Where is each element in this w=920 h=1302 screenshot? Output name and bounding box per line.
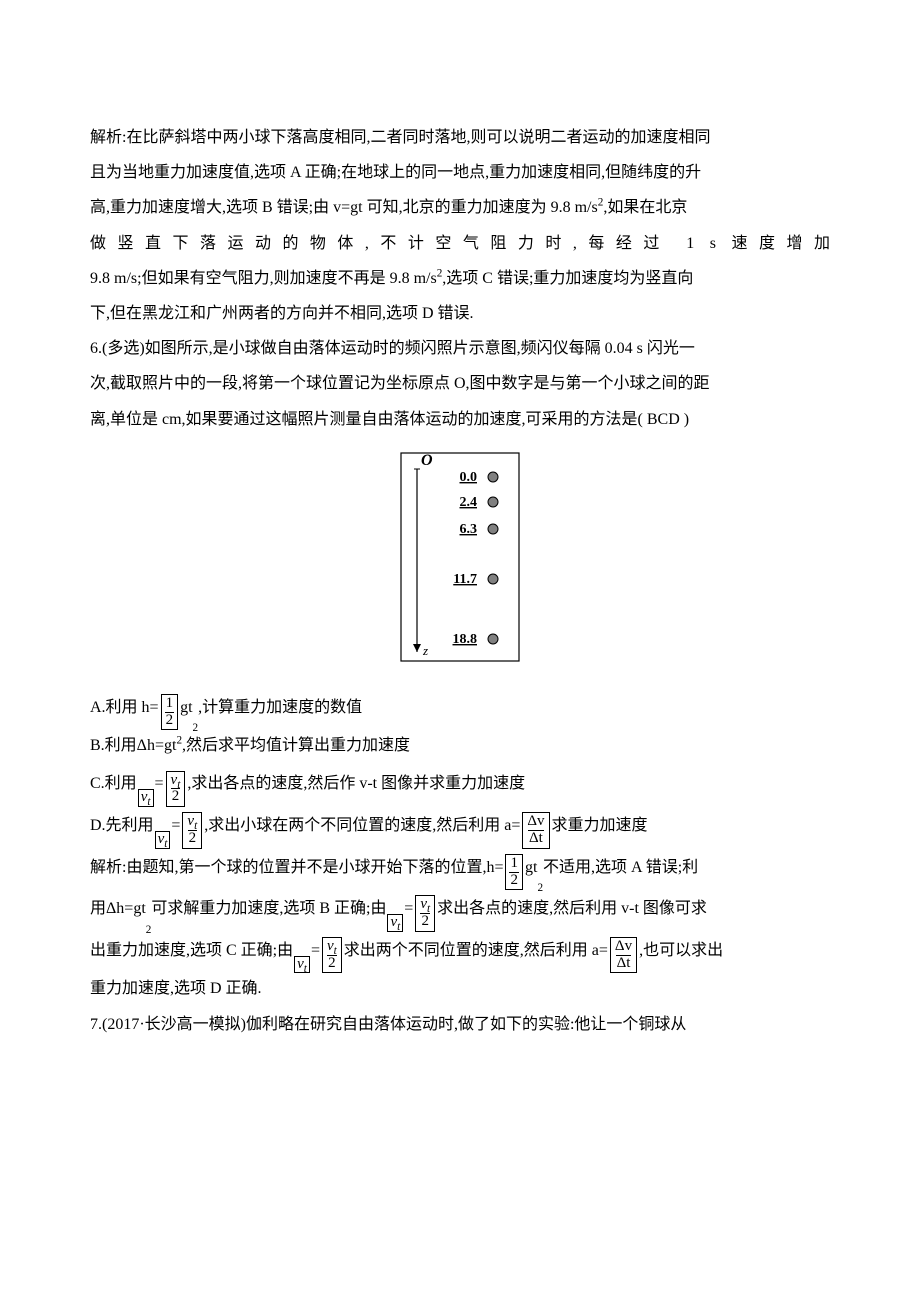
q5-explanation-l1: 解析:在比萨斜塔中两小球下落高度相同,二者同时落地,则可以说明二者运动的加速度相… [90, 120, 830, 155]
denominator: Δt [616, 955, 632, 972]
text: = [404, 888, 413, 930]
svg-text:18.8: 18.8 [453, 632, 478, 647]
symbol-vt: vt [387, 914, 403, 932]
page: 解析:在比萨斜塔中两小球下落高度相同,二者同时落地,则可以说明二者运动的加速度相… [0, 0, 920, 1122]
symbol-vt: vt [294, 956, 310, 974]
q6-diagram: Oz 0.0 2.4 6.3 11.7 18.8 [395, 447, 525, 667]
text: 高,重力加速度增大,选项 B 错误;由 v=gt 可知,北京的重力加速度为 9.… [90, 199, 598, 216]
numerator: Δv [614, 939, 633, 955]
denominator: 2 [188, 830, 198, 847]
numerator: 1 [509, 856, 519, 872]
text: 不适用,选项 A 错误;利 [543, 847, 698, 889]
text: ,也可以求出 [639, 930, 723, 972]
q5-explanation-l2: 且为当地重力加速度值,选项 A 正确;在地球上的同一地点,重力加速度相同,但随纬… [90, 155, 830, 190]
text: 求重力加速度 [552, 805, 648, 847]
q6-stem-l2: 次,截取照片中的一段,将第一个球位置记为坐标原点 O,图中数字是与第一个小球之间… [90, 366, 830, 401]
q6-explanation-l3: 出重力加速度,选项 C 正确;由 vt = vt 2 求出两个不同位置的速度,然… [90, 930, 830, 972]
text: ,计算重力加速度的数值 [198, 687, 362, 729]
fraction-dv-dt: Δv Δt [522, 812, 549, 849]
fraction-half: 1 2 [161, 694, 179, 731]
q6-diagram-container: Oz 0.0 2.4 6.3 11.7 18.8 [90, 447, 830, 667]
q7-stem-l1: 7.(2017·长沙高一模拟)伽利略在研究自由落体运动时,做了如下的实验:他让一… [90, 1007, 830, 1042]
q6-stem-l3: 离,单位是 cm,如果要通过这幅照片测量自由落体运动的加速度,可采用的方法是( … [90, 402, 830, 437]
denominator: 2 [509, 872, 519, 889]
svg-text:6.3: 6.3 [460, 522, 478, 537]
svg-text:O: O [421, 452, 433, 469]
text: 求出各点的速度,然后利用 v-t 图像可求 [437, 888, 707, 930]
numerator: vt [170, 773, 182, 789]
text: = [155, 763, 164, 805]
text: gt [525, 847, 537, 889]
q6-option-a: A.利用 h= 1 2 gt 2 ,计算重力加速度的数值 [90, 687, 830, 729]
fraction-vt-over-2: vt 2 [166, 771, 186, 808]
text: ,求出各点的速度,然后作 v-t 图像并求重力加速度 [187, 763, 525, 805]
q5-explanation-l6: 下,但在黑龙江和广州两者的方向并不相同,选项 D 错误. [90, 296, 830, 331]
q6-explanation-l4: 重力加速度,选项 D 正确. [90, 971, 830, 1006]
svg-text:2.4: 2.4 [460, 495, 478, 510]
text: ,求出小球在两个不同位置的速度,然后利用 a= [204, 805, 520, 847]
text: C.利用 [90, 763, 137, 805]
text: = [311, 930, 320, 972]
text: 求出两个不同位置的速度,然后利用 a= [344, 930, 608, 972]
fraction-vt-over-2: vt 2 [182, 812, 202, 849]
fraction-half: 1 2 [505, 854, 523, 891]
text: ,然后求平均值计算出重力加速度 [182, 737, 410, 754]
svg-text:0.0: 0.0 [460, 470, 478, 485]
numerator: vt [326, 939, 338, 955]
text: ,选项 C 错误;重力加速度均为竖直向 [442, 270, 693, 287]
text: = [171, 805, 180, 847]
q6-option-b: B.利用Δh=gt2,然后求平均值计算出重力加速度 [90, 728, 830, 763]
denominator: 2 [171, 788, 181, 805]
q6-option-d: D.先利用 vt = vt 2 ,求出小球在两个不同位置的速度,然后利用 a= … [90, 805, 830, 847]
svg-text:z: z [422, 643, 428, 658]
denominator: 2 [165, 712, 175, 729]
text: 可求解重力加速度,选项 B 正确;由 [151, 888, 386, 930]
text: 出重力加速度,选项 C 正确;由 [90, 930, 293, 972]
text: A.利用 h= [90, 687, 159, 729]
symbol-vt: vt [155, 831, 171, 849]
numerator: 1 [165, 696, 175, 712]
text: gt [180, 687, 192, 729]
fraction-vt-over-2: vt 2 [415, 895, 435, 932]
text: 用Δh=gt [90, 888, 146, 930]
q6-stem-l1: 6.(多选)如图所示,是小球做自由落体运动时的频闪照片示意图,频闪仪每隔 0.0… [90, 331, 830, 366]
denominator: 2 [327, 955, 337, 972]
text: ,如果在北京 [603, 199, 687, 216]
text: 解析:由题知,第一个球的位置并不是小球开始下落的位置,h= [90, 847, 503, 889]
text: 9.8 m/s;但如果有空气阻力,则加速度不再是 9.8 m/s [90, 270, 437, 287]
svg-text:11.7: 11.7 [453, 572, 477, 587]
text: B.利用Δh=gt [90, 737, 176, 754]
q5-explanation-l3: 高,重力加速度增大,选项 B 错误;由 v=gt 可知,北京的重力加速度为 9.… [90, 190, 830, 225]
q5-explanation-l5: 9.8 m/s;但如果有空气阻力,则加速度不再是 9.8 m/s2,选项 C 错… [90, 261, 830, 296]
denominator: 2 [420, 913, 430, 930]
text: D.先利用 [90, 805, 154, 847]
numerator: vt [186, 814, 198, 830]
q5-explanation-l4: 做竖直下落运动的物体,不计空气阻力时,每经过 1 s 速度增加 [90, 226, 830, 261]
numerator: Δv [526, 814, 545, 830]
fraction-dv-dt: Δv Δt [610, 937, 637, 974]
q6-explanation-l2: 用Δh=gt 2 可求解重力加速度,选项 B 正确;由 vt = vt 2 求出各… [90, 888, 830, 930]
numerator: vt [419, 897, 431, 913]
fraction-vt-over-2: vt 2 [322, 937, 342, 974]
symbol-vt: vt [138, 789, 154, 807]
q6-option-c: C.利用 vt = vt 2 ,求出各点的速度,然后作 v-t 图像并求重力加速… [90, 763, 830, 805]
denominator: Δt [528, 830, 544, 847]
q6-explanation-l1: 解析:由题知,第一个球的位置并不是小球开始下落的位置,h= 1 2 gt 2 不适… [90, 847, 830, 889]
